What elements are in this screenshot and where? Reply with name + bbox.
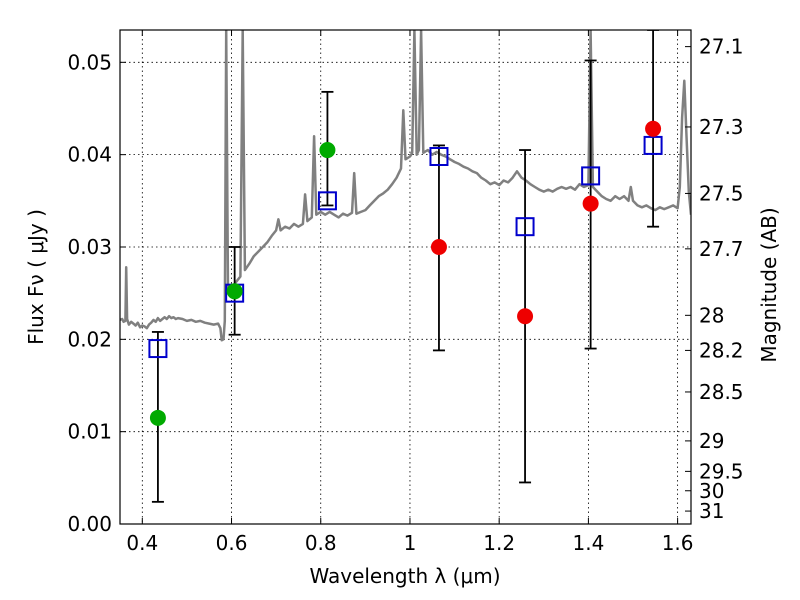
x-tick-label: 0.8 [305,531,337,555]
x-tick-label: 0.6 [216,531,248,555]
right-tick-label: 27.5 [699,181,744,205]
model-photometry-square [515,217,535,237]
right-tick-label: 27.7 [699,237,744,261]
x-axis-title: Wavelength λ (μm) [309,564,500,588]
ticks: 0.4 0.6 0.8 1 1.2 1.4 1.6 0.00 0.01 0.02 0.03 0.04 0… [67,30,744,555]
observed-point-red [517,308,534,325]
observed-point-green [226,283,243,300]
x-tick-label: 0.4 [126,531,158,555]
right-tick-label: 28.5 [699,380,744,404]
right-tick-label: 27.3 [699,115,744,139]
right-tick-label: 29.5 [699,459,744,483]
right-axis-title: Magnitude (AB) [757,207,781,362]
y-tick-label: 0.04 [67,143,112,167]
model-photometry-square [643,135,663,155]
right-tick-label: 30 [699,479,724,503]
y-tick-label: 0.05 [67,50,112,74]
x-tick-label: 1.2 [483,531,515,555]
observed-point-green [149,409,166,426]
model-photometry-square [317,191,337,211]
observed-point-red [582,195,599,212]
x-tick-label: 1 [404,531,417,555]
x-tick-label: 1.4 [572,531,604,555]
axes-frame [119,29,692,525]
right-tick-label: 27.1 [699,35,744,59]
observed-point-green [319,142,336,159]
model-photometry-square [148,339,168,359]
model-photometry-square [581,166,601,186]
plot-area [120,30,691,503]
y-tick-label: 0.03 [67,235,112,259]
y-axis-title: Flux Fν ( μJy ) [24,209,48,345]
right-tick-label: 28 [699,303,724,327]
right-tick-label: 29 [699,429,724,453]
observed-point-red [645,120,662,137]
y-tick-label: 0.01 [67,420,112,444]
right-tick-label: 31 [699,499,724,523]
y-tick-label: 0.00 [67,512,112,536]
x-tick-label: 1.6 [662,531,694,555]
grid [120,30,691,525]
y-tick-label: 0.02 [67,327,112,351]
model-sed-line [120,30,691,342]
model-photometry-square [429,147,449,167]
right-tick-label: 28.2 [699,338,744,362]
observed-point-red [430,238,447,255]
